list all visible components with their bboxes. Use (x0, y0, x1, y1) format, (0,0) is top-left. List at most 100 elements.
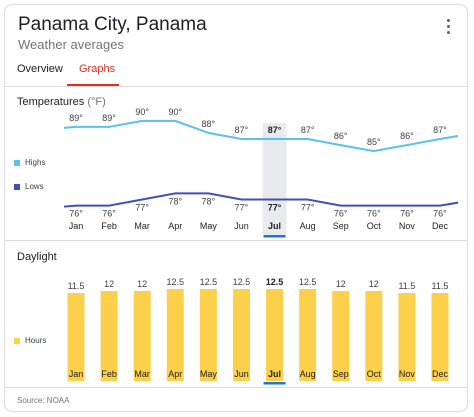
legend-highs: Highs (14, 158, 45, 167)
highs-label-feb: 89° (102, 113, 116, 123)
highs-label-aug: 87° (301, 125, 315, 135)
daylight-label-jan: 11.5 (68, 281, 85, 291)
lows-label-dec: 76° (433, 209, 447, 219)
daylight-label-sep: 12 (336, 279, 346, 289)
daylight-heading: Daylight (17, 251, 57, 263)
daylight-month-label-aug: Aug (300, 369, 316, 379)
temp-month-label-sep: Sep (333, 221, 349, 231)
daylight-bar-jun (232, 289, 250, 381)
highs-label-jul: 87° (268, 125, 282, 135)
daylight-month-label-feb: Feb (101, 369, 117, 379)
legend-hours: Hours (14, 336, 46, 345)
highs-label-nov: 86° (400, 131, 414, 141)
daylight-selected-month-underline (263, 382, 286, 385)
daylight-month-label-mar: Mar (134, 369, 150, 379)
temp-month-label-mar: Mar (134, 221, 150, 231)
lows-label-jul: 77° (268, 203, 282, 213)
daylight-month-label-jul: Jul (268, 369, 281, 379)
lows-series-line (63, 192, 459, 208)
selected-month-highlight (262, 123, 287, 235)
lows-label-oct: 76° (367, 209, 381, 219)
daylight-bar-apr (166, 289, 184, 381)
section-divider (4, 240, 468, 241)
temperature-unit: (°F) (87, 96, 106, 108)
lows-label-feb: 76° (102, 209, 116, 219)
daylight-label-jun: 12.5 (233, 277, 251, 287)
lows-label-jan: 76° (69, 209, 83, 219)
tab-divider (4, 86, 468, 87)
temp-month-label-jul: Jul (268, 221, 281, 231)
daylight-bar-dec (431, 293, 449, 381)
highs-label-dec: 87° (433, 125, 447, 135)
highs-label-jan: 89° (69, 113, 83, 123)
temp-selected-month-underline (263, 235, 286, 238)
daylight-bar-jul (266, 289, 284, 381)
daylight-label-dec: 11.5 (432, 281, 449, 291)
lows-label-apr: 78° (168, 196, 182, 206)
tab-graphs[interactable]: Graphs (79, 63, 116, 75)
temperatures-heading: Temperatures (°F) (17, 96, 106, 108)
tab-overview[interactable]: Overview (17, 63, 63, 75)
highs-series-line (63, 119, 459, 153)
location-title: Panama City, Panama (18, 14, 207, 35)
daylight-bar-oct (365, 291, 383, 381)
lows-label-sep: 76° (334, 209, 348, 219)
temperatures-heading-label: Temperatures (17, 96, 85, 108)
daylight-bar-sep (332, 291, 350, 381)
temp-month-label-feb: Feb (101, 221, 117, 231)
highs-label-oct: 85° (367, 137, 381, 147)
highs-label-may: 88° (202, 119, 216, 129)
daylight-label-apr: 12.5 (167, 277, 185, 287)
daylight-month-label-nov: Nov (399, 369, 416, 379)
daylight-bar-jan (67, 293, 85, 381)
legend-highs-label: Highs (25, 158, 46, 167)
temp-month-label-aug: Aug (300, 221, 316, 231)
daylight-label-jul: 12.5 (266, 277, 284, 287)
daylight-label-mar: 12 (137, 279, 147, 289)
daylight-month-label-sep: Sep (333, 369, 349, 379)
highs-swatch (14, 159, 20, 166)
daylight-bar-mar (133, 291, 151, 381)
temp-month-label-dec: Dec (432, 221, 449, 231)
temp-month-label-jun: Jun (234, 221, 249, 231)
daylight-month-label-jun: Jun (234, 369, 249, 379)
temp-month-label-jan: Jan (69, 221, 84, 231)
daylight-bar-feb (100, 291, 118, 381)
source-note: Source: NOAA (17, 396, 70, 405)
highs-label-apr: 90° (168, 107, 182, 117)
highs-label-jun: 87° (235, 125, 249, 135)
daylight-month-label-apr: Apr (168, 369, 182, 379)
more-options-icon[interactable] (441, 17, 457, 37)
legend-lows: Lows (14, 182, 44, 191)
weather-subtitle: Weather averages (18, 37, 124, 52)
daylight-bar-aug (299, 289, 317, 381)
daylight-bar-may (199, 289, 217, 381)
daylight-label-aug: 12.5 (299, 277, 317, 287)
lows-label-jun: 77° (235, 203, 249, 213)
lows-label-mar: 77° (135, 203, 149, 213)
highs-label-mar: 90° (135, 107, 149, 117)
temp-month-label-oct: Oct (367, 221, 382, 231)
lows-label-may: 78° (202, 196, 216, 206)
daylight-bar-nov (398, 293, 416, 381)
daylight-label-may: 12.5 (200, 277, 218, 287)
lows-swatch (14, 183, 20, 190)
hours-swatch (14, 337, 20, 344)
lows-label-aug: 77° (301, 203, 315, 213)
daylight-month-label-dec: Dec (432, 369, 449, 379)
temp-month-label-apr: Apr (168, 221, 182, 231)
temp-month-label-may: May (200, 221, 218, 231)
legend-lows-label: Lows (25, 182, 44, 191)
legend-hours-label: Hours (25, 336, 47, 345)
footer-divider (4, 387, 468, 388)
lows-label-nov: 76° (400, 209, 414, 219)
daylight-label-nov: 11.5 (398, 281, 415, 291)
highs-label-sep: 86° (334, 131, 348, 141)
daylight-month-label-may: May (200, 369, 218, 379)
active-tab-indicator (67, 84, 119, 86)
temp-month-label-nov: Nov (399, 221, 416, 231)
daylight-label-feb: 12 (104, 279, 114, 289)
daylight-label-oct: 12 (369, 279, 379, 289)
